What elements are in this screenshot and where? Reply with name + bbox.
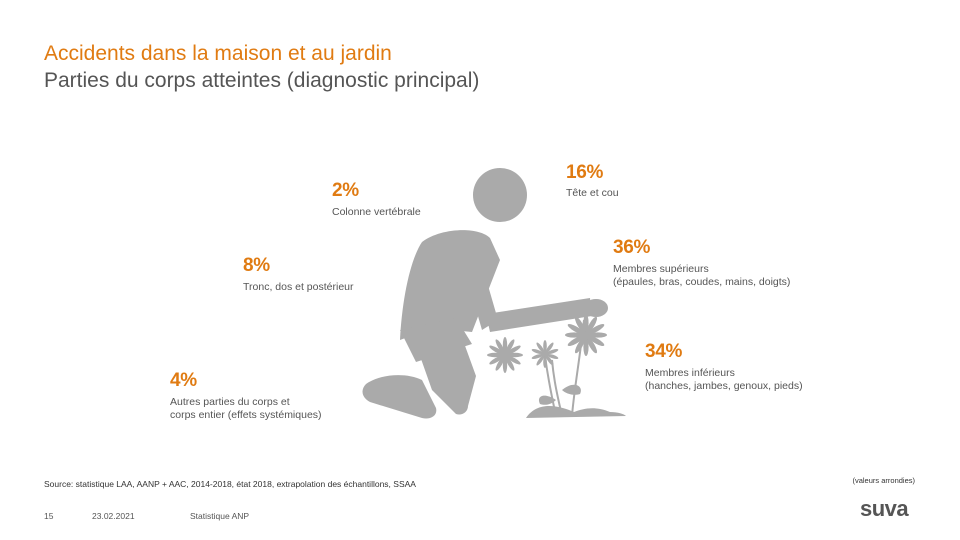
gardener-illustration [362,168,626,419]
flower-1 [487,337,523,373]
figure-arm-upper [460,244,498,330]
figure-arm-lower [486,298,592,332]
flower-leaf-1 [562,384,581,395]
stat-percent: 16% [566,162,604,183]
slide-title: Accidents dans la maison et au jardin Pa… [44,40,479,94]
figure-foot [362,375,437,419]
footer-date: 23.02.2021 [92,511,135,521]
stat-lower-limbs: 34% Membres inférieurs (hanches, jambes,… [645,341,803,393]
footer-section: Statistique ANP [190,511,250,521]
stat-label: Tête et cou [566,187,619,199]
stat-label: Colonne vertébrale [332,206,421,218]
title-line-1: Accidents dans la maison et au jardin [44,42,392,65]
stat-percent: 34% [645,341,683,362]
flower-leaf-2 [538,395,556,405]
stat-percent: 8% [243,255,270,276]
stat-percent: 4% [170,370,197,391]
stat-trunk-back: 8% Tronc, dos et postérieur [243,255,354,294]
stat-other: 4% Autres parties du corps et corps enti… [170,370,322,422]
suva-logo: suva [860,496,909,521]
stat-head-neck: 16% Tête et cou [566,162,619,200]
stat-detail: corps entier (effets systémiques) [170,409,322,421]
figure-head [473,168,527,222]
figure-thigh [400,318,472,362]
stat-detail: (épaules, bras, coudes, mains, doigts) [613,276,791,288]
stat-detail: (hanches, jambes, genoux, pieds) [645,380,803,392]
stat-spine: 2% Colonne vertébrale [332,180,421,219]
flower-2 [531,340,559,368]
stat-label: Autres parties du corps et [170,396,290,408]
stat-upper-limbs: 36% Membres supérieurs (épaules, bras, c… [613,237,790,289]
page-number: 15 [44,511,54,521]
stat-label: Tronc, dos et postérieur [243,281,354,293]
figure-hand [584,299,608,317]
stat-percent: 2% [332,180,359,201]
rounded-values-note: (valeurs arrondies) [852,476,915,485]
ground-mound [526,406,626,418]
stat-label: Membres inférieurs [645,367,735,379]
figure-shin [420,332,476,415]
stat-percent: 36% [613,237,651,258]
source-note: Source: statistique LAA, AANP + AAC, 201… [44,479,416,489]
flower-3 [565,314,607,356]
title-line-2: Parties du corps atteintes (diagnostic p… [44,69,480,92]
stat-label: Membres supérieurs [613,263,709,275]
